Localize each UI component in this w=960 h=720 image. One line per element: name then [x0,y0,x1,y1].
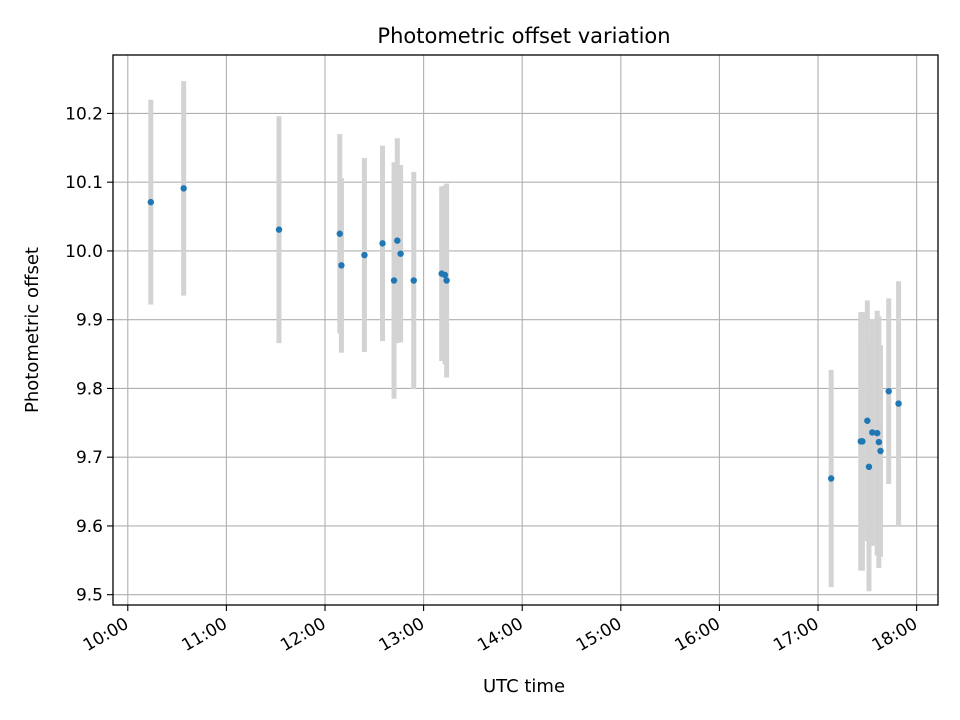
data-point [147,198,154,206]
chart-title: Photometric offset variation [377,24,670,48]
y-tick-label: 9.9 [76,311,103,331]
grid [113,55,938,605]
data-point [864,417,871,424]
data-point [865,463,873,471]
data-point [827,475,835,482]
y-tick-label: 9.6 [76,517,103,537]
y-tick-label: 10.0 [65,242,103,262]
data-point [877,447,884,455]
y-axis-title: Photometric offset [22,247,43,413]
y-tick-label: 10.1 [65,173,103,193]
y-tick-label: 9.5 [76,586,103,606]
data-point [443,277,450,284]
plot-area-frame [112,54,939,606]
data-point [410,277,417,284]
data-point [336,230,343,237]
data-point [275,226,283,233]
y-axis: 9.5 9.6 9.7 9.8 9.9 10.0 10.1 10.2 [65,104,113,606]
data-point [338,262,345,269]
data-point [390,277,398,284]
data-point [875,438,883,446]
data-point [394,237,401,244]
data-point [895,400,902,407]
x-axis-title: UTC time [483,676,565,697]
y-tick-label: 10.2 [65,104,103,124]
data-points [147,185,902,482]
data-point [379,240,386,247]
data-point [361,251,368,259]
data-point [441,271,449,279]
data-point [869,429,876,436]
y-tick-label: 9.8 [76,379,103,399]
data-point [397,250,404,257]
data-point [873,429,881,437]
y-tick-label: 9.7 [76,448,103,468]
data-point [859,438,866,445]
data-point [180,185,187,192]
data-point [885,387,892,395]
